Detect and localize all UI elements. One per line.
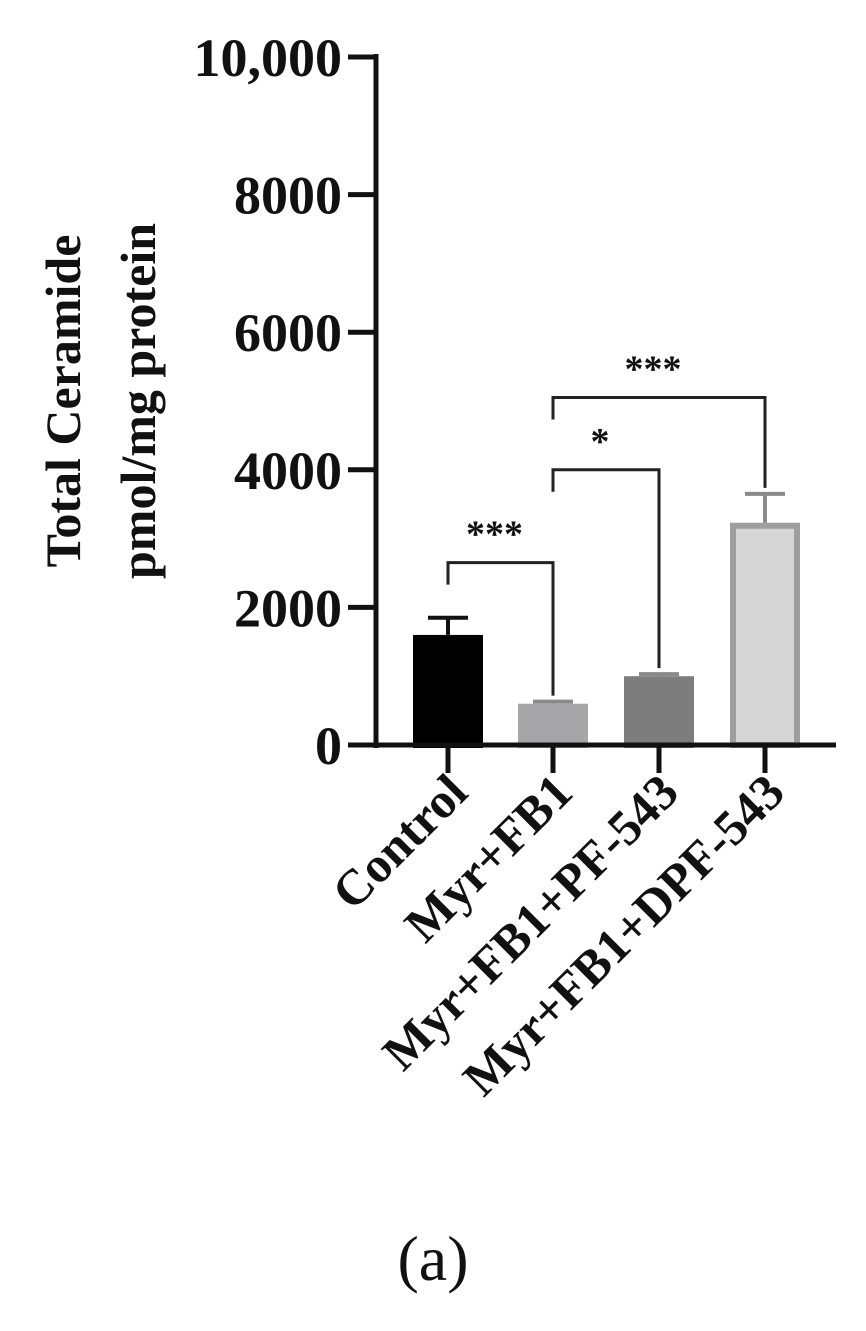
significance-label: *** xyxy=(625,349,682,391)
significance-bracket: *** xyxy=(551,349,767,488)
significance-label: *** xyxy=(466,514,523,556)
y-tick-label: 2000 xyxy=(234,578,342,638)
significance-bracket: * xyxy=(551,421,661,669)
axes xyxy=(373,54,836,748)
significance-bracket: *** xyxy=(446,514,555,696)
bracket-line xyxy=(551,468,661,669)
error-bar xyxy=(428,615,468,635)
error-bar xyxy=(745,491,785,523)
bar-myr-fb1-pf-543 xyxy=(624,676,694,749)
bar-control xyxy=(413,634,483,748)
error-bar xyxy=(533,699,573,704)
y-axis-ticks: 0 2000 4000 6000 8000 10,000 xyxy=(194,28,376,776)
panel-label: (a) xyxy=(397,1223,469,1294)
x-axis-ticks: ControlMyr+FB1Myr+FB1+PF-543Myr+FB1+DPF-… xyxy=(321,745,795,1106)
y-tick-label: 0 xyxy=(315,716,342,776)
y-tick-label: 6000 xyxy=(234,303,342,363)
bar-chart: Total Ceramide pmol/mg protein 0 2000 4000 6… xyxy=(35,28,836,1106)
error-bars xyxy=(428,491,785,704)
bars xyxy=(413,522,800,749)
bar-myr-fb1 xyxy=(518,703,588,748)
significance-brackets: ******* xyxy=(446,349,767,696)
y-axis-label-line: pmol/mg protein xyxy=(110,223,166,579)
y-axis-label: Total Ceramide pmol/mg protein xyxy=(35,223,166,579)
error-bar xyxy=(639,672,679,677)
significance-label: * xyxy=(591,421,610,463)
y-tick-label: 10,000 xyxy=(194,28,343,88)
y-axis-label-line: Total Ceramide xyxy=(35,235,91,568)
bar-myr-fb1-dpf-543 xyxy=(730,522,800,748)
y-tick-label: 4000 xyxy=(234,441,342,501)
y-tick-label: 8000 xyxy=(234,166,342,226)
bracket-line xyxy=(446,561,555,696)
bracket-line xyxy=(551,396,767,488)
